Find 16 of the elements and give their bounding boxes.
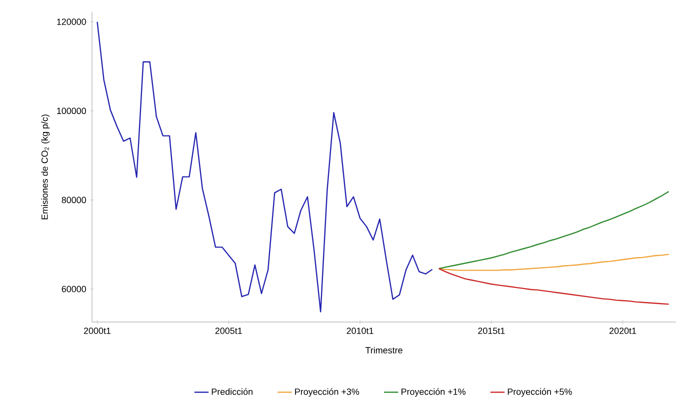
y-axis-title: Emisiones de CO$_{2}$ (kg p/c) — [41, 114, 50, 220]
x-tick-label: 2005t1 — [215, 328, 242, 334]
legend-label: Proyección +3% — [295, 388, 360, 397]
y-tick-label: 100000 — [57, 108, 86, 114]
y-tick-label: 60000 — [62, 286, 86, 292]
y-tick-label: 80000 — [62, 196, 86, 204]
x-tick-label: 2000t1 — [84, 328, 111, 334]
line-series — [96, 21, 433, 312]
y-tick-label: 120000 — [57, 18, 86, 25]
legend-label: Proyección +1% — [402, 388, 466, 397]
x-axis-title: Trimestre — [365, 346, 402, 354]
x-tick-label: 2010t1 — [346, 328, 374, 334]
x-tick-label: 2020t1 — [610, 328, 636, 334]
x-tick-label: 2015t1 — [478, 328, 505, 334]
legend-label: Proyección +5% — [508, 388, 572, 397]
legend-label: Predicción — [212, 388, 252, 395]
